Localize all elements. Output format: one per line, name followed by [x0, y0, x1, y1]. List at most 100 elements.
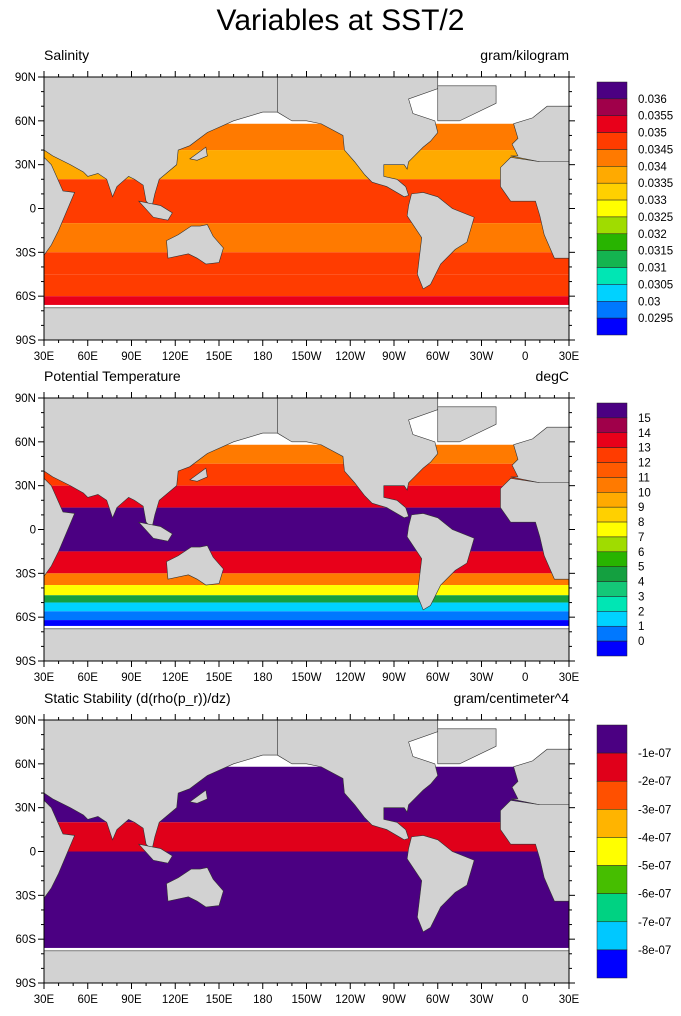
lat-label: 30S — [16, 568, 37, 580]
colorbar-box — [596, 521, 628, 538]
lat-label: 30N — [15, 803, 36, 815]
colorbar-box — [596, 581, 628, 597]
colorbar-label: 15 — [638, 413, 651, 425]
lon-label: 30E — [34, 672, 55, 684]
figure-title: Variables at SST/2 — [216, 4, 465, 37]
ocean-band — [44, 252, 569, 275]
colorbar-label: 0.031 — [638, 263, 667, 275]
colorbar-label: 0.0305 — [638, 279, 673, 291]
colorbar-label: -3e-07 — [638, 804, 671, 816]
land-mass — [189, 789, 208, 804]
colorbar-box — [596, 625, 628, 642]
colorbar-label: 0.03 — [638, 296, 660, 308]
lat-label: 0 — [30, 525, 36, 537]
land-mass — [406, 835, 475, 933]
colorbar-box — [596, 250, 628, 268]
colorbar-box — [596, 284, 628, 302]
lon-label: 30E — [559, 994, 580, 1006]
ocean-band — [44, 611, 569, 621]
colorbar-label: 10 — [638, 487, 651, 499]
lat-label: 60S — [16, 934, 37, 946]
colorbar-box — [596, 780, 628, 810]
colorbar-0: 0.036 0.0355 0.035 0.0345 0.034 0.0335 0.033 0.… — [596, 81, 673, 336]
land-mass — [166, 545, 224, 586]
lon-label: 60W — [426, 994, 450, 1006]
colorbar-box — [596, 98, 628, 116]
colorbar-box — [596, 611, 628, 627]
lon-label: 150W — [291, 351, 321, 363]
lat-label: 60N — [15, 116, 36, 128]
lon-label: 0 — [522, 672, 528, 684]
colorbar-box — [596, 536, 628, 553]
ocean-band — [44, 551, 569, 574]
lon-label: 30E — [559, 672, 580, 684]
lon-label: 150E — [206, 994, 233, 1006]
lat-label: 90S — [16, 656, 37, 668]
map-panel-2: 90N 60N 30N 0 30S 60S 90S 30E 60E 90E 120E 150E 180 1… — [15, 714, 580, 1006]
panel-title-temperature: Potential Temperature — [44, 368, 181, 384]
ocean-band — [44, 822, 569, 852]
ocean-band — [44, 485, 569, 508]
lat-label: 0 — [30, 847, 36, 859]
colorbar-label: 2 — [638, 606, 644, 618]
lat-label: 90N — [15, 393, 36, 405]
lon-label: 30E — [34, 994, 55, 1006]
lon-label: 30E — [559, 351, 580, 363]
lon-label: 30W — [470, 351, 494, 363]
lon-label: 120W — [335, 994, 365, 1006]
lon-label: 30E — [34, 351, 55, 363]
lon-label: 90E — [121, 994, 142, 1006]
lat-label: 90S — [16, 335, 37, 347]
colorbar-box — [596, 149, 628, 167]
colorbar-box — [596, 492, 628, 508]
colorbar-box — [596, 132, 628, 150]
colorbar-label: 9 — [638, 502, 644, 514]
lat-label: 30S — [16, 247, 37, 259]
land-mass — [277, 720, 439, 841]
colorbar-label: 0.0295 — [638, 313, 673, 325]
colorbar-box — [596, 417, 628, 434]
colorbar-box — [596, 865, 628, 894]
colorbar-label: -8e-07 — [638, 945, 671, 957]
land-mass — [44, 628, 569, 661]
land-mass — [406, 513, 475, 611]
lon-label: 120E — [162, 672, 189, 684]
lon-label: 120W — [335, 672, 365, 684]
land-mass — [500, 157, 569, 259]
panel-units-salinity: gram/kilogram — [480, 47, 569, 63]
colorbar-label: 0.0345 — [638, 144, 673, 156]
colorbar-box — [596, 233, 628, 251]
land-mass — [189, 467, 208, 482]
lon-label: 150E — [206, 351, 233, 363]
colorbar-label: 13 — [638, 443, 651, 455]
ocean-band — [44, 274, 569, 297]
land-mass — [500, 478, 569, 580]
ocean-band — [44, 602, 569, 612]
colorbar-label: 5 — [638, 562, 644, 574]
colorbar-label: -2e-07 — [638, 776, 671, 788]
lat-label: 30N — [15, 160, 36, 172]
lon-label: 90E — [121, 672, 142, 684]
ocean-band — [44, 296, 569, 305]
colorbar-label: 0.0315 — [638, 246, 673, 258]
land-mass — [137, 200, 173, 221]
map-panel-1: 90N 60N 30N 0 30S 60S 90S 30E 60E 90E 120E 150E 180 1… — [15, 392, 580, 684]
lon-label: 180 — [253, 351, 272, 363]
lat-label: 60N — [15, 759, 36, 771]
land-mass — [166, 224, 224, 265]
lat-label: 30S — [16, 890, 37, 902]
lon-label: 120W — [335, 351, 365, 363]
land-mass — [189, 146, 208, 161]
colorbar-box — [596, 809, 628, 838]
lat-label: 90N — [15, 715, 36, 727]
colorbar-label: 1 — [638, 621, 644, 633]
colorbar-label: 0.033 — [638, 195, 667, 207]
colorbar-box — [596, 477, 628, 493]
colorbar-box — [596, 115, 628, 133]
colorbar-box — [596, 566, 628, 582]
colorbar-label: -7e-07 — [638, 917, 671, 929]
colorbar-box — [596, 199, 628, 218]
lon-label: 60E — [78, 351, 99, 363]
